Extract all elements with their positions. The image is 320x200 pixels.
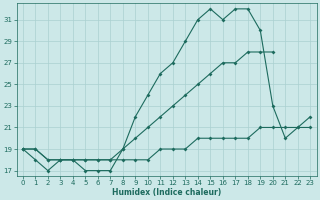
X-axis label: Humidex (Indice chaleur): Humidex (Indice chaleur) — [112, 188, 221, 197]
